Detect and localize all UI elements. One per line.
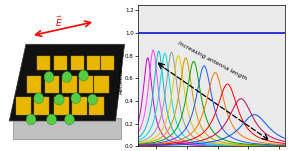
Bar [62, 76, 77, 93]
Circle shape [88, 94, 97, 105]
Circle shape [26, 114, 36, 125]
Bar [101, 56, 114, 70]
Text: Increasing antenna length: Increasing antenna length [177, 41, 248, 82]
Circle shape [79, 70, 88, 81]
Bar [94, 76, 109, 93]
Circle shape [34, 93, 43, 104]
Circle shape [54, 94, 64, 105]
Circle shape [62, 72, 72, 82]
Y-axis label: Reflectance: Reflectance [119, 57, 124, 94]
Bar [89, 97, 104, 115]
Circle shape [47, 114, 56, 125]
Polygon shape [9, 44, 124, 121]
Bar [79, 76, 93, 93]
Bar [72, 97, 87, 115]
Bar [71, 56, 84, 70]
Bar [54, 97, 69, 115]
Bar [37, 56, 50, 70]
Bar [26, 76, 41, 93]
Circle shape [65, 114, 74, 125]
Bar [87, 56, 100, 70]
Circle shape [71, 93, 81, 104]
Circle shape [44, 72, 54, 82]
Bar [34, 97, 49, 115]
Bar [45, 76, 58, 93]
Polygon shape [13, 118, 121, 139]
Text: $\vec{E}$: $\vec{E}$ [55, 14, 63, 29]
Bar [54, 56, 67, 70]
Bar [16, 97, 31, 115]
